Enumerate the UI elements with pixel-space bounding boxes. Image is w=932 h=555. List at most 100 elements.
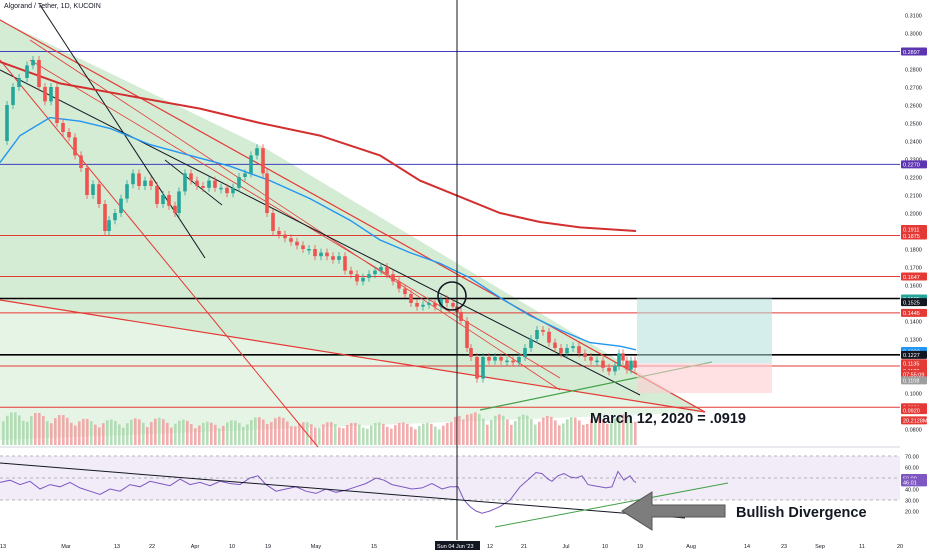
volume-bar	[614, 418, 617, 445]
candle-body	[225, 187, 229, 194]
candle-body	[113, 213, 117, 221]
volume-bar	[406, 423, 409, 445]
volume-bar	[482, 418, 485, 445]
crosshair-date-label: Sun 04 Jun '23	[437, 544, 474, 550]
volume-bar	[2, 421, 5, 445]
volume-bar	[150, 421, 153, 445]
volume-bar	[26, 421, 29, 445]
candle-body	[119, 198, 123, 213]
price-tag-label: 0.1227	[903, 353, 920, 359]
volume-bar	[534, 424, 537, 445]
volume-bar	[278, 416, 281, 445]
rsi-tag-bg	[901, 478, 927, 487]
x-tick-label: Jul	[562, 544, 569, 550]
volume-bar	[170, 427, 173, 445]
candle-body	[265, 173, 269, 213]
candle-body	[337, 256, 341, 260]
x-tick-label: 11	[859, 544, 865, 550]
candle-body	[91, 184, 95, 195]
wedge-lower-area	[0, 300, 705, 440]
candle-body	[161, 195, 165, 204]
candle-body	[201, 186, 205, 188]
long-position-tool[interactable]	[637, 298, 772, 394]
volume-bar	[90, 421, 93, 445]
volume-bar	[210, 422, 213, 445]
volume-bar	[334, 424, 337, 445]
price-tag-label: 0.1647	[903, 275, 920, 281]
time-axis[interactable]: 13 Mar 13 22 Apr 10 19 May 15 Sun 04 Jun '23 12 21 J…	[0, 541, 903, 550]
candle-body	[61, 123, 65, 132]
x-tick-label: 13	[0, 544, 6, 550]
volume-bar	[598, 416, 601, 445]
volume-bar	[58, 415, 61, 445]
volume-bar	[442, 425, 445, 445]
price-note-text: March 12, 2020 = .0919	[590, 411, 746, 427]
volume-bar	[98, 427, 101, 445]
volume-bar	[50, 423, 53, 445]
y-tick-label: 0.1600	[905, 284, 922, 290]
volume-bar	[326, 422, 329, 445]
volume-bar	[82, 418, 85, 445]
bullish-divergence-text: Bullish Divergence	[736, 505, 867, 521]
candle-body	[427, 303, 431, 305]
candle-body	[143, 180, 147, 186]
volume-bar	[10, 412, 13, 445]
volume-bar	[190, 424, 193, 445]
volume-bar	[354, 422, 357, 445]
volume-bar	[66, 417, 69, 445]
price-tag-label: 0.1875	[903, 234, 920, 240]
volume-bar	[558, 425, 561, 445]
volume-bar	[234, 420, 237, 445]
candle-body	[583, 353, 587, 357]
volume-bar	[222, 425, 225, 445]
price-tag-bg	[901, 359, 927, 368]
volume-bar	[138, 419, 141, 445]
price-tag-bg	[901, 406, 927, 415]
candle-body	[5, 105, 9, 141]
candle-body	[131, 173, 135, 185]
volume-bar	[438, 429, 441, 445]
volume-bar	[174, 423, 177, 445]
candle-body	[255, 148, 259, 156]
candle-body	[283, 234, 287, 239]
volume-bar	[622, 414, 625, 445]
y-tick-label: 0.2500	[905, 122, 922, 128]
trend-line	[164, 159, 223, 206]
candle-body	[125, 184, 129, 199]
volume-bar	[394, 425, 397, 445]
volume-bar	[166, 422, 169, 445]
trend-line	[0, 69, 641, 396]
x-tick-label: 20	[897, 544, 903, 550]
volume-bar	[566, 419, 569, 445]
candles	[5, 56, 637, 383]
volume-bar	[30, 416, 33, 445]
volume-bar	[382, 423, 385, 445]
volume-bar	[262, 419, 265, 445]
volume-bar	[214, 424, 217, 445]
volume-bar	[298, 423, 301, 445]
candle-body	[289, 238, 293, 242]
volume-bar	[542, 417, 545, 445]
price-tag-bg	[901, 376, 927, 385]
volume-bar	[498, 414, 501, 445]
trend-line	[29, 59, 561, 379]
volume-bar	[602, 419, 605, 445]
candle-body	[577, 346, 581, 354]
volume-bar	[362, 427, 365, 445]
volume-bar	[386, 426, 389, 445]
candle-body	[277, 231, 281, 235]
x-tick-label: 10	[229, 544, 235, 550]
volume-bar	[54, 418, 57, 445]
trend-line	[39, 4, 206, 259]
volume-bar	[182, 419, 185, 445]
volume-bar	[586, 423, 589, 445]
volume-bar	[106, 420, 109, 445]
candle-body	[391, 274, 395, 282]
volume-bar	[518, 416, 521, 445]
candle-body	[213, 180, 217, 188]
price-axis[interactable]: 0.3100 0.3000 0.2800 0.2700 0.2600 0.2500 0.24…	[900, 0, 932, 550]
candle-body	[177, 191, 181, 213]
candle-body	[367, 274, 371, 278]
